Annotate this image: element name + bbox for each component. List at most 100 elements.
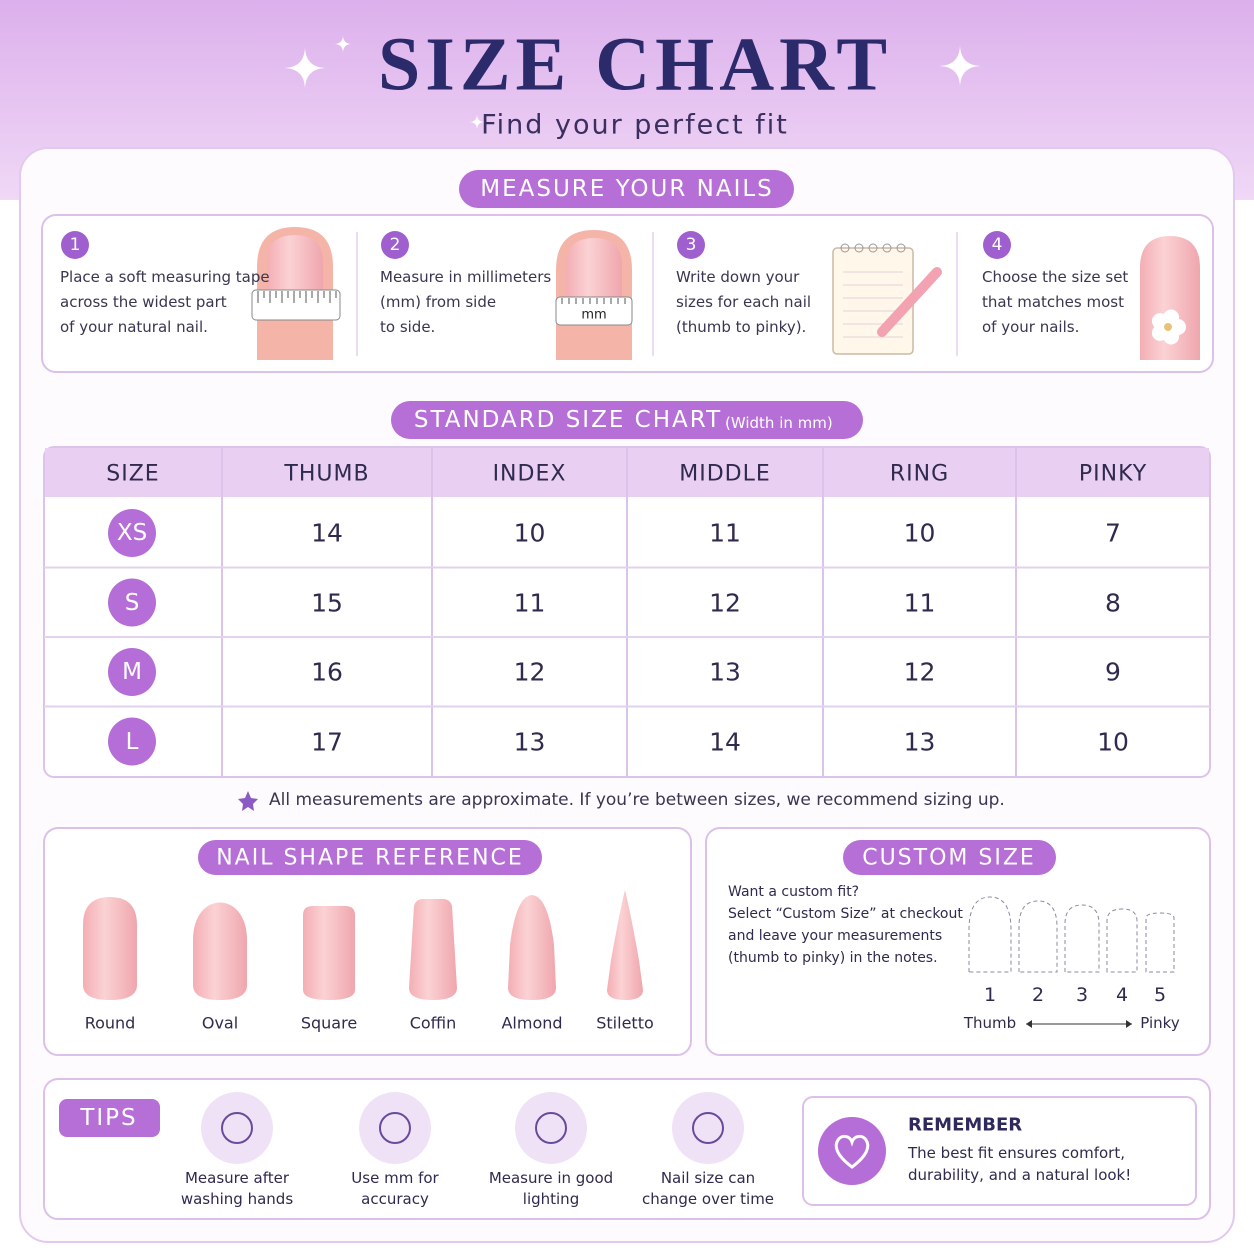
unit-label: (Width in mm) [725,414,833,432]
table-cell: 10 [513,518,546,548]
pencil [877,267,942,337]
sparkle [938,44,982,88]
nail-plate [566,238,622,305]
step-number: 3 [685,235,697,255]
step-text: that matches most [982,293,1124,311]
table-cell: 13 [513,727,546,756]
notepad-ring [882,243,892,253]
size-label: XS [116,520,148,546]
nail-outline [1064,904,1100,973]
table-cell: 11 [903,588,936,617]
notepad-ring [840,243,850,253]
step-text: Place a soft measuring tape [60,268,270,286]
step-number: 4 [991,235,1003,255]
table-header-cell: THUMB [284,461,370,487]
sparkle [334,35,352,53]
step-text: to side. [380,318,436,336]
notepad-ring [896,243,906,253]
section-heading: CUSTOM SIZE [862,845,1036,871]
nail-outline [1018,900,1058,973]
step-text: Write down your [676,268,800,286]
section-heading: STANDARD SIZE CHART [413,407,723,433]
tip-icon-bg [201,1092,273,1164]
nail-shape [193,902,247,1000]
flower-petal [1163,309,1180,326]
tape [555,296,633,326]
note: All measurements are approximate. If you… [269,790,1005,810]
flower-center [1164,323,1172,331]
table-cell: 7 [1105,518,1121,548]
tip-icon-bg [672,1092,744,1164]
section-heading: TIPS [80,1105,138,1131]
remember-text: The best fit ensures comfort, [908,1144,1125,1162]
flower-petal [1151,324,1168,341]
heart-bg [818,1117,886,1185]
custom-text: Want a custom fit? [728,884,860,900]
step-number-circle [381,231,409,259]
table-cell: 14 [311,518,343,548]
table-cell: 12 [709,588,741,617]
table-cell: 11 [513,588,546,617]
shape-label: Square [300,1013,358,1033]
from-label: Thumb [963,1014,1017,1032]
size-badge [108,578,156,627]
finger-number: 4 [1115,984,1129,1006]
remember-box [802,1096,1197,1206]
table-cell: 11 [709,518,741,548]
nail-outline [1106,908,1138,973]
step-number-circle [983,231,1011,259]
table-header-cell: SIZE [106,461,160,487]
tip-text: change over time [641,1190,775,1208]
subtitle: Find your perfect fit [481,109,789,141]
tip-text: Measure in good [488,1169,614,1187]
nail-plate [267,235,323,302]
pill [843,840,1056,875]
to-label: Pinky [1140,1014,1180,1032]
table-cell: 8 [1105,588,1121,617]
tip-text: accuracy [361,1190,429,1208]
tape [251,289,341,321]
nail-outline [1145,912,1175,973]
size-label: L [125,728,139,755]
pill [391,401,863,439]
table-cell: 10 [1097,727,1129,756]
size-badge [108,509,156,557]
step-text: (thumb to pinky). [676,318,807,336]
table-cell: 14 [709,727,741,756]
shape-label: Coffin [409,1013,457,1033]
tip-text: washing hands [180,1190,294,1208]
tip-icon-bg [515,1092,587,1164]
custom-text: and leave your measurements [728,928,943,944]
custom-text: (thumb to pinky) in the notes. [728,950,938,966]
tip-icon [221,1112,253,1144]
shape-label: Oval [201,1013,239,1033]
remember-title: REMEMBER [908,1114,1023,1136]
remember-text: durability, and a natural look! [908,1166,1132,1184]
table-cell: 16 [311,657,343,687]
step-text: across the widest part [60,293,227,311]
nail-shape [83,897,137,1000]
tip-icon [535,1112,567,1144]
tips-pill [59,1099,160,1137]
sparkle [283,46,327,90]
finger-number: 3 [1075,984,1089,1006]
step-text: Measure in millimeters [380,268,552,286]
step-number: 2 [389,235,401,255]
step-number: 1 [69,235,81,255]
table-cell: 12 [903,657,936,687]
shape-label: Round [84,1013,136,1033]
step-text: sizes for each nail [676,293,812,311]
section-heading: MEASURE YOUR NAILS [480,176,774,202]
table-cell: 10 [903,518,936,548]
shape-label: Almond [501,1013,563,1033]
table-cell: 12 [513,657,546,687]
shape-label: Stiletto [596,1013,654,1033]
table-header-cell: INDEX [492,461,567,487]
size-label: M [122,659,142,685]
step-text: of your nails. [982,318,1080,336]
tape-label: mm [581,307,607,323]
finger-number: 5 [1153,984,1167,1006]
nail-shape [409,899,457,1000]
